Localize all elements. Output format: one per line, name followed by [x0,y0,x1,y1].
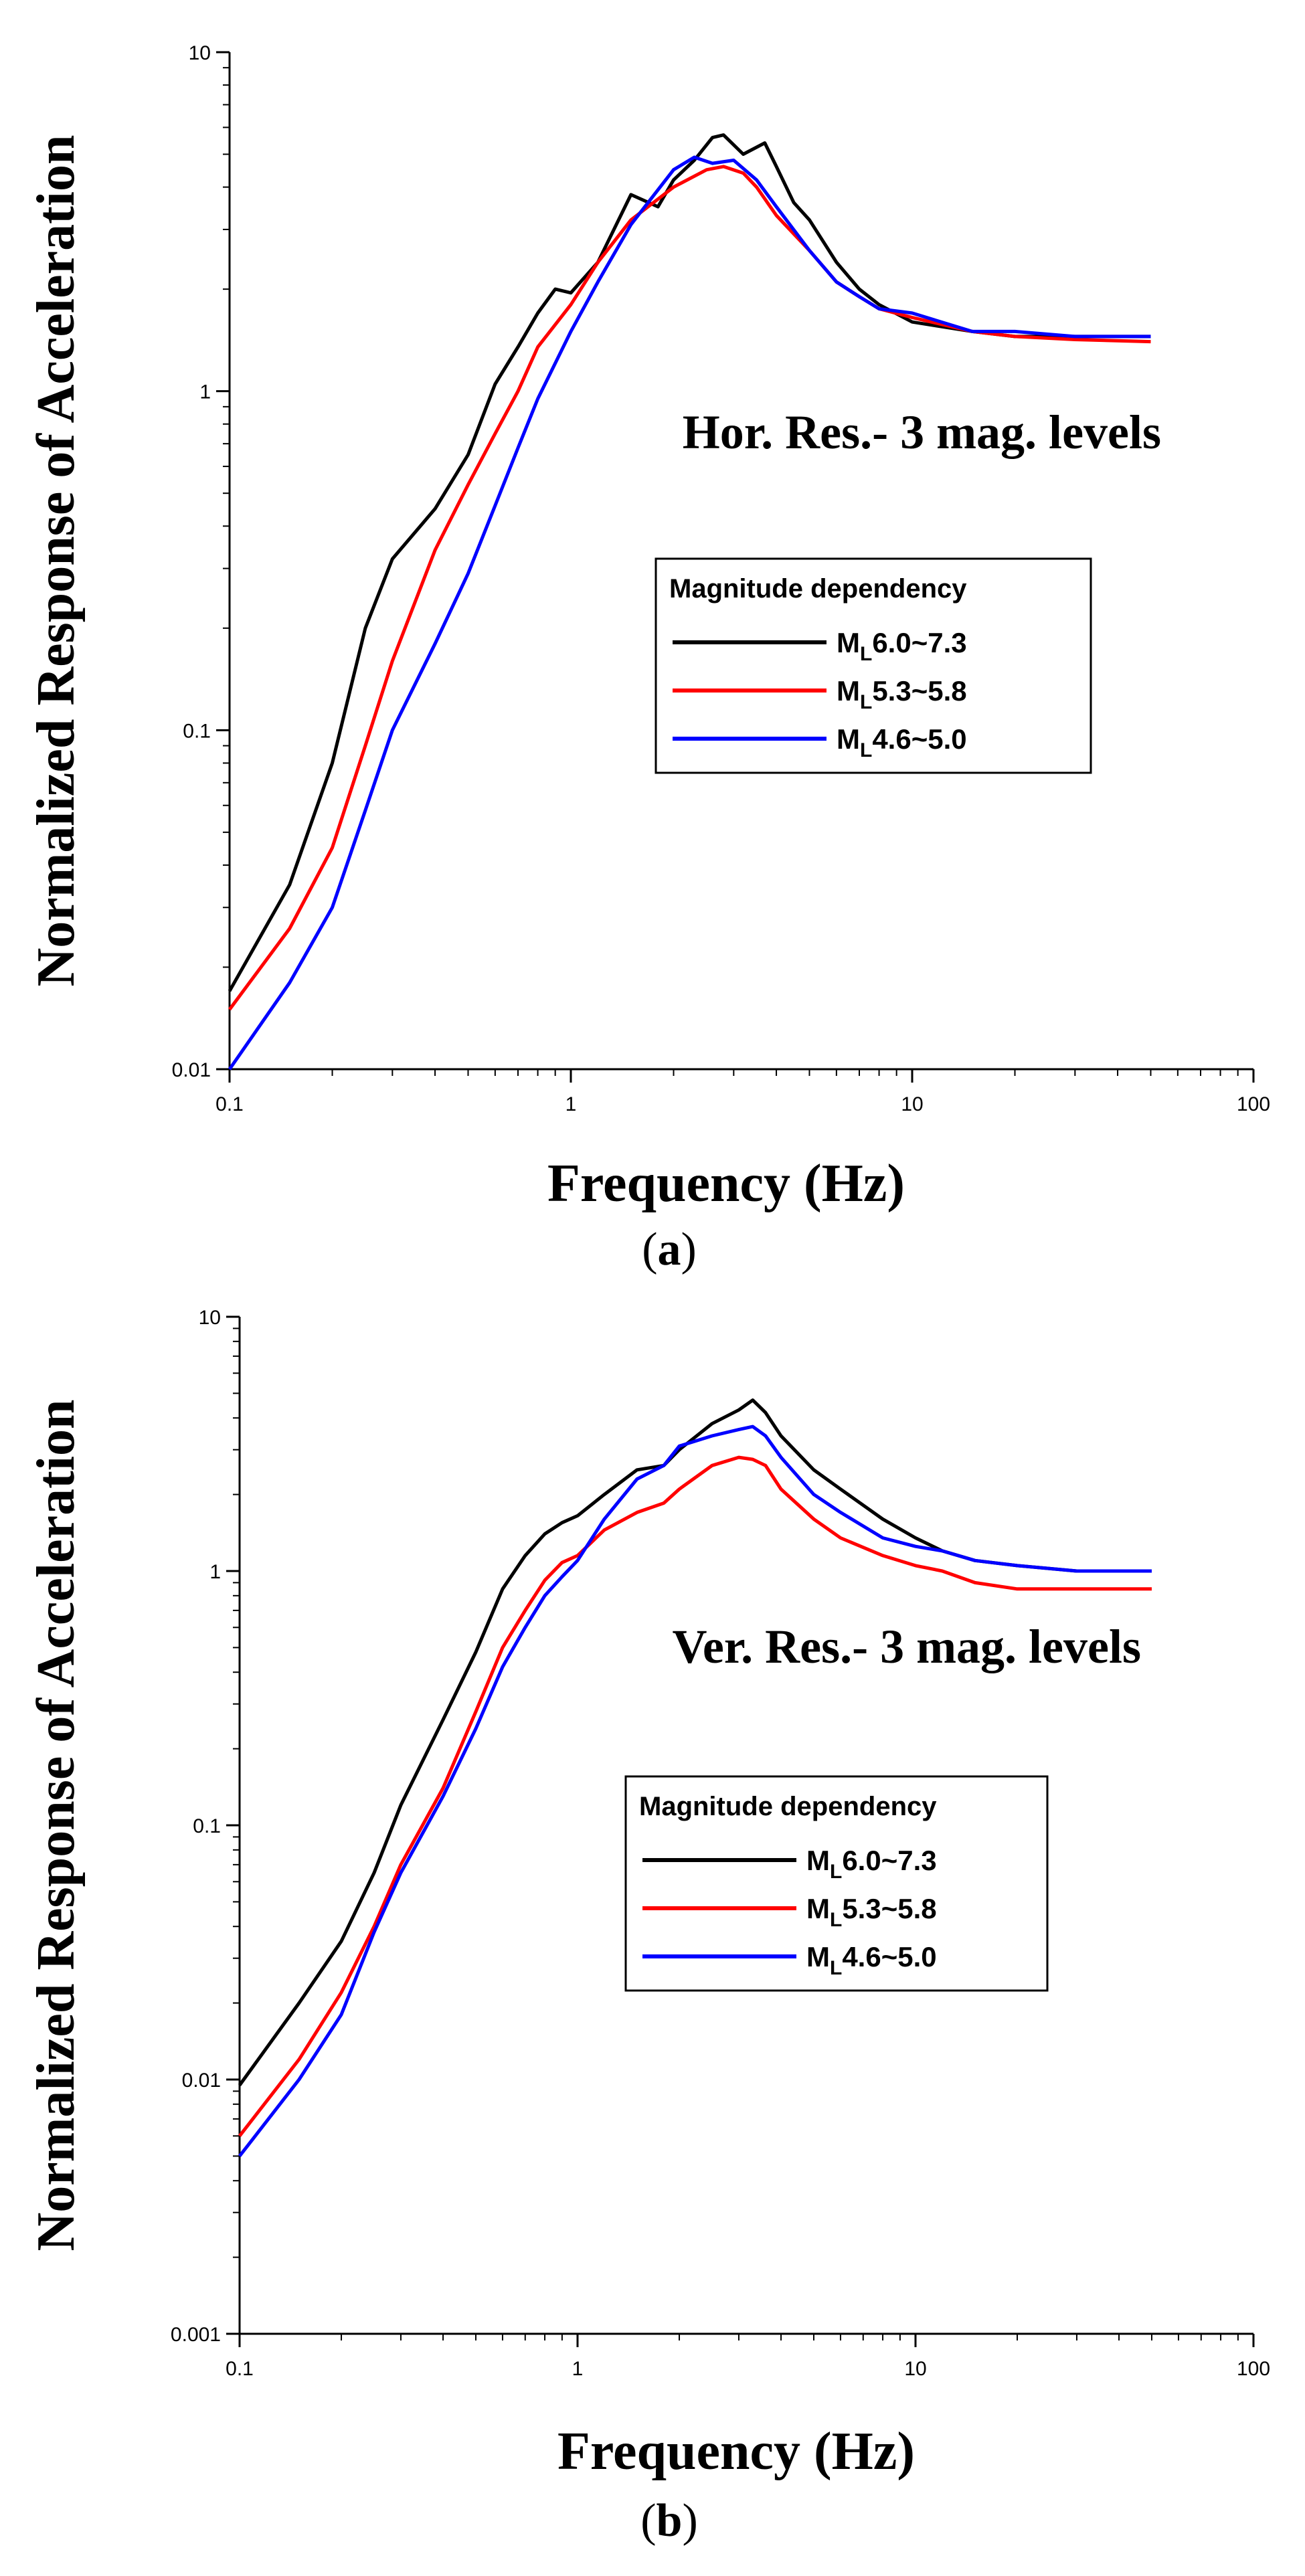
x-axis-title: Frequency (Hz) [547,1154,905,1213]
legend-label: ML6.0~7.3 [806,1845,937,1883]
y-tick-label: 1 [199,381,211,403]
x-tick-label: 1 [572,2358,584,2380]
y-tick-label: 0.01 [172,1059,211,1081]
x-tick-label: 100 [1237,2358,1270,2380]
y-tick-label: 0.1 [183,720,211,742]
x-tick-label: 10 [901,1093,923,1115]
series-line-3 [238,1424,1152,2157]
x-tick-label: 0.1 [215,1093,244,1115]
legend-title: Magnitude dependency [639,1792,937,1821]
legend-label: ML4.6~5.0 [837,723,967,761]
x-tick-label: 100 [1237,1093,1270,1115]
chart-panel-b: 0.1 1 10 100 0.001 0.01 0.1 1 10 Ver. Res.- 3 mag… [27,1307,1270,2547]
x-tick-label: 1 [566,1093,577,1115]
y-tick-label: 0.001 [171,2324,221,2346]
y-tick-label: 1 [209,1561,221,1583]
x-tick-label: 10 [904,2358,926,2380]
y-tick-label: 0.01 [182,2069,221,2092]
x-axis-title: Frequency (Hz) [557,2422,915,2481]
legend: Magnitude dependency ML6.0~7.3 ML5.3~5.8 ML… [624,1775,1049,1992]
panel-caption: (a) [642,1224,697,1275]
panel-caption: (b) [640,2495,698,2547]
series-line-2 [228,165,1151,1011]
chart-annotation: Ver. Res.- 3 mag. levels [672,1620,1141,1673]
chart-annotation: Hor. Res.- 3 mag. levels [683,405,1161,459]
legend-label: ML5.3~5.8 [806,1893,937,1931]
legend: Magnitude dependency ML6.0~7.3 ML5.3~5.8 ML… [655,557,1092,774]
y-tick-label: 10 [199,1307,221,1329]
legend-label: ML6.0~7.3 [837,627,967,665]
series-line-2 [238,1455,1152,2137]
legend-label: ML5.3~5.8 [837,675,967,713]
y-axis-title: Normalized Response of Acceleration [27,134,86,986]
legend-title: Magnitude dependency [669,574,967,604]
y-axis-title: Normalized Response of Acceleration [27,1399,86,2251]
series-line-1 [228,133,1151,992]
legend-label: ML4.6~5.0 [806,1941,937,1979]
series-line-3 [228,155,1151,1071]
y-tick-label: 10 [189,42,211,64]
y-tick-label: 0.1 [193,1815,221,1837]
x-tick-label: 0.1 [226,2358,254,2380]
